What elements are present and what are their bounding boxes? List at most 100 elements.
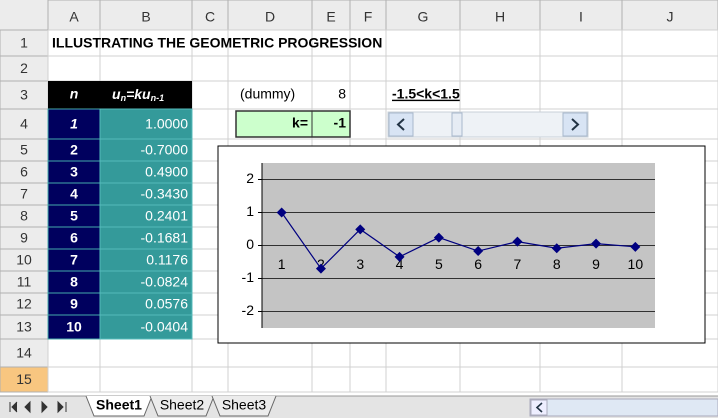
column-header: [621, 0, 718, 31]
column-label: G: [418, 9, 429, 25]
tab-nav-button[interactable]: [41, 400, 48, 414]
row-label: 3: [20, 87, 28, 103]
u-value: 0.1176: [146, 252, 188, 268]
data-point: [394, 251, 405, 262]
row-label: 5: [20, 142, 28, 158]
column-label: C: [205, 9, 215, 25]
n-value: 10: [66, 319, 82, 335]
sheet-tab[interactable]: [211, 395, 277, 417]
row-label: 10: [16, 252, 32, 268]
scroll-right[interactable]: [562, 112, 588, 137]
u-value: -0.3430: [141, 186, 189, 202]
x-tick-label: 6: [474, 256, 482, 272]
x-tick-label: 7: [514, 256, 522, 272]
value-cell: [99, 314, 193, 340]
arrow-icon: [396, 118, 405, 131]
corner: [0, 0, 48, 30]
data-point: [473, 246, 484, 257]
data-point: [433, 232, 444, 243]
y-tick-label: 2: [246, 170, 254, 186]
scroll-thumb[interactable]: [451, 112, 463, 137]
column-label: J: [667, 9, 674, 25]
scrollbar[interactable]: [387, 111, 589, 138]
column-label: B: [141, 9, 150, 25]
sheet-tab[interactable]: [149, 395, 215, 417]
row-label: 7: [20, 186, 28, 202]
sheet-tab[interactable]: [85, 395, 153, 417]
row-header: [0, 80, 49, 110]
column-header: [311, 0, 351, 31]
y-tick-label: 0: [246, 236, 254, 252]
row-label: 4: [20, 116, 28, 132]
u-value: 0.2401: [145, 208, 188, 224]
n-value: 3: [70, 164, 78, 180]
formula-part: u: [112, 86, 121, 102]
n-cell: [47, 108, 101, 140]
table-header-cell: [48, 81, 192, 109]
column-header: [459, 0, 541, 31]
sheet-title: ILLUSTRATING THE GEOMETRIC PROGRESSION: [52, 35, 382, 51]
row-label: 13: [16, 319, 32, 335]
n-value: 6: [70, 230, 78, 246]
u-value: 0.0576: [145, 296, 188, 312]
tab-nav-button[interactable]: [24, 400, 31, 414]
sheet-tab-label[interactable]: Sheet3: [222, 397, 267, 413]
x-tick-label: 4: [396, 256, 404, 272]
row-label: 2: [20, 60, 28, 76]
row-label: 8: [20, 208, 28, 224]
n-value: 1: [70, 116, 78, 132]
data-point: [315, 263, 326, 274]
n-cell: [47, 314, 101, 340]
data-point: [551, 243, 562, 254]
column-header: [47, 0, 101, 31]
sheet-tab-label[interactable]: Sheet1: [96, 397, 142, 413]
row-label: 6: [20, 164, 28, 180]
n-value: 4: [70, 186, 78, 202]
row-header: [0, 314, 49, 340]
column-header: [227, 0, 313, 31]
data-point: [355, 224, 366, 235]
k-value: -1: [334, 115, 347, 131]
x-tick-label: 3: [356, 256, 364, 272]
header-formula: un=kun-1: [112, 86, 164, 104]
formula-sub: n-1: [151, 93, 165, 103]
formula-sub: n: [121, 93, 127, 103]
header-n: n: [70, 86, 79, 102]
n-value: 5: [70, 208, 78, 224]
k-label: k=: [292, 115, 308, 131]
y-tick-label: 1: [246, 203, 254, 219]
row-label: 12: [16, 296, 32, 312]
dummy-value: 8: [338, 86, 346, 102]
y-tick-label: -1: [242, 269, 255, 285]
n-value: 7: [70, 252, 78, 268]
data-point: [276, 207, 287, 218]
x-tick-label: 1: [278, 256, 286, 272]
row-label: 1: [20, 35, 28, 51]
data-line: [281, 212, 636, 270]
column-header: [385, 0, 461, 31]
n-value: 8: [70, 274, 78, 290]
row-label: 9: [20, 230, 28, 246]
column-label: H: [495, 9, 505, 25]
scroll-left[interactable]: [388, 112, 414, 137]
data-point: [630, 241, 641, 252]
h-scroll-left[interactable]: [530, 399, 548, 416]
sheet-tab-label[interactable]: Sheet2: [160, 397, 205, 413]
u-value: -0.0824: [141, 274, 189, 290]
x-tick-label: 8: [553, 256, 561, 272]
x-tick-label: 10: [628, 256, 644, 272]
column-header: [191, 0, 229, 31]
h-scrollbar[interactable]: [529, 398, 718, 417]
x-tick-label: 9: [592, 256, 600, 272]
n-value: 2: [70, 142, 78, 158]
tab-nav-button[interactable]: [9, 401, 18, 413]
u-value: -0.0404: [141, 319, 189, 335]
column-header: [349, 0, 387, 31]
row-label: 14: [16, 345, 32, 361]
column-label: I: [579, 9, 583, 25]
row-label: 11: [17, 274, 32, 290]
column-label: D: [265, 9, 275, 25]
range-label: -1.5<k<1.5: [392, 86, 460, 102]
tab-nav-button[interactable]: [57, 400, 67, 414]
